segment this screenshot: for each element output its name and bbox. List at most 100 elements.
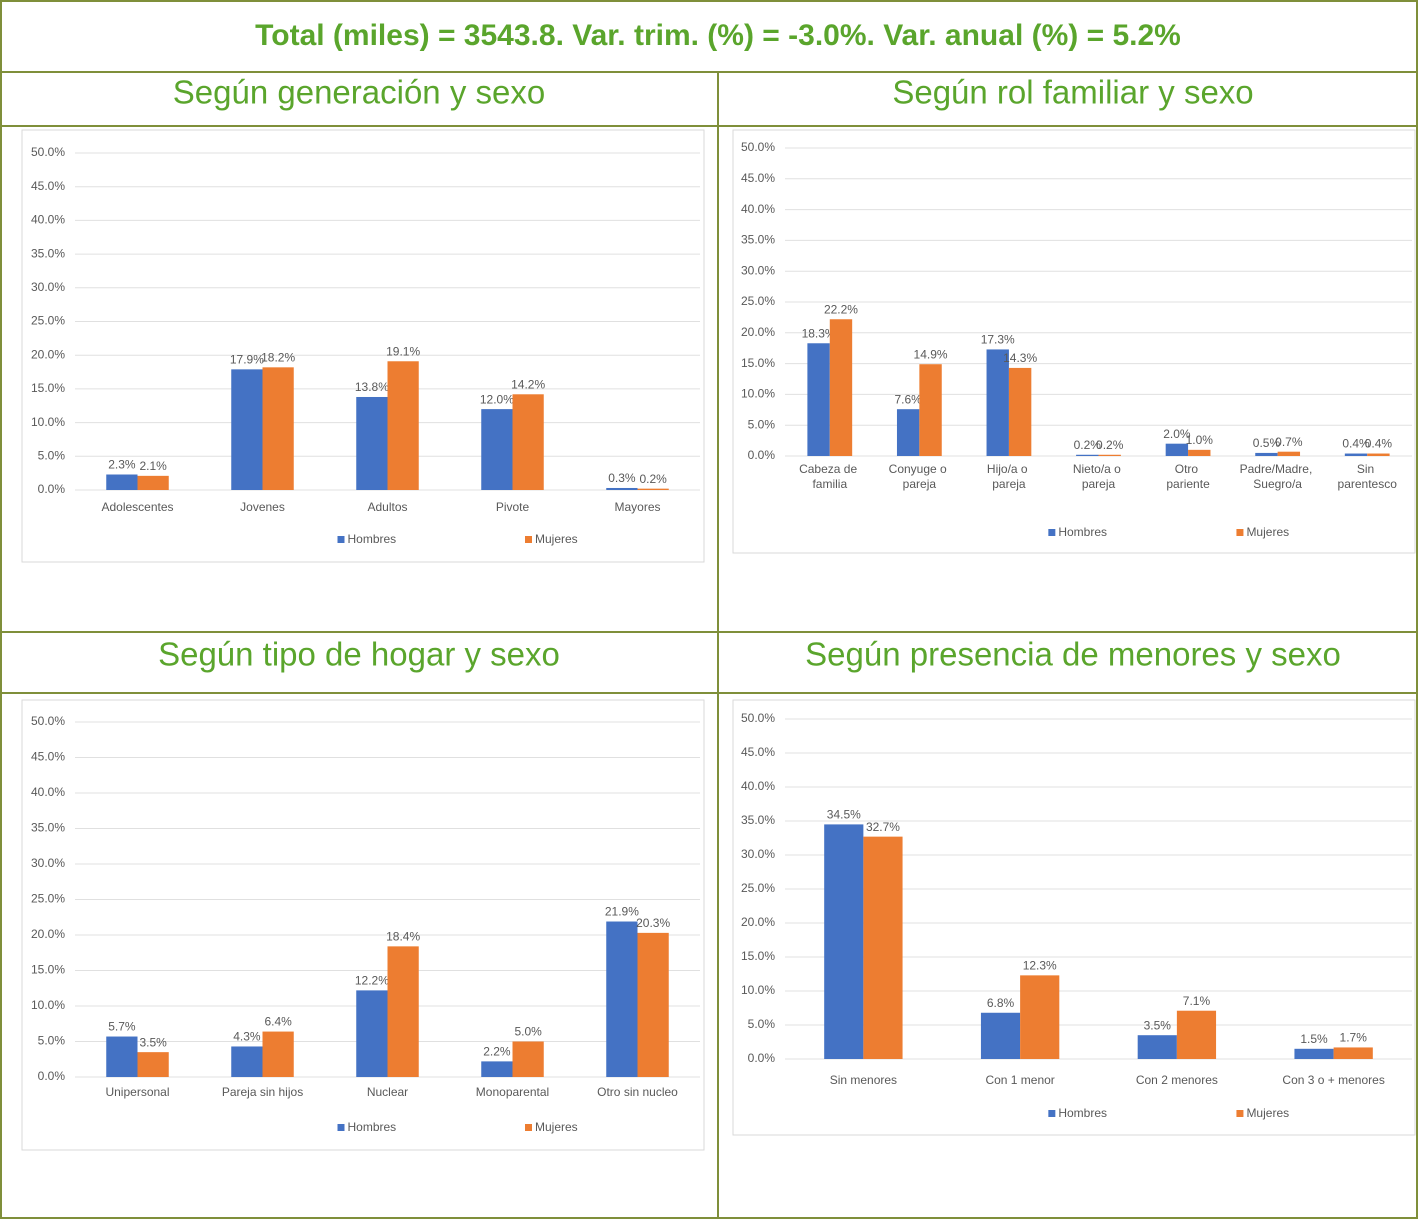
data-label: 2.2% xyxy=(483,1045,511,1059)
y-tick-label: 0.0% xyxy=(38,1069,66,1083)
legend-label: Hombres xyxy=(348,532,397,546)
data-label: 3.5% xyxy=(139,1035,167,1049)
data-label: 1.7% xyxy=(1340,1031,1368,1045)
y-tick-label: 20.0% xyxy=(741,915,775,929)
bar xyxy=(512,1041,544,1077)
x-tick-label: Conyuge o pareja xyxy=(889,462,950,491)
bar xyxy=(481,1061,513,1077)
data-label: 0.3% xyxy=(608,471,636,485)
data-label: 17.3% xyxy=(981,333,1015,347)
x-tick-label: Pareja sin hijos xyxy=(222,1085,303,1099)
legend-swatch xyxy=(1236,529,1244,536)
bar xyxy=(356,990,388,1077)
bar xyxy=(829,319,853,456)
y-tick-label: 5.0% xyxy=(748,1017,776,1031)
bar xyxy=(262,367,294,490)
x-tick-label: Otro pariente xyxy=(1166,462,1210,491)
bar xyxy=(1367,453,1390,456)
data-label: 19.1% xyxy=(386,344,420,358)
data-label: 7.6% xyxy=(894,392,922,406)
y-tick-label: 0.0% xyxy=(748,448,776,462)
x-tick-label: Padre/Madre, Suegro/a xyxy=(1240,462,1316,491)
x-tick-label: Otro sin nucleo xyxy=(597,1085,678,1099)
bar xyxy=(1255,452,1278,456)
data-label: 5.7% xyxy=(108,1020,136,1034)
x-tick-label: Adultos xyxy=(367,500,407,514)
bar xyxy=(986,349,1009,456)
legend-label: Mujeres xyxy=(1246,525,1289,539)
data-label: 1.5% xyxy=(1300,1032,1328,1046)
y-tick-label: 5.0% xyxy=(38,1034,66,1048)
data-label: 3.5% xyxy=(1144,1018,1172,1032)
bar xyxy=(1344,453,1368,456)
x-tick-label: Unipersonal xyxy=(105,1085,169,1099)
data-label: 12.0% xyxy=(480,392,514,406)
y-tick-label: 15.0% xyxy=(741,356,775,370)
data-label: 6.8% xyxy=(987,996,1015,1010)
bar xyxy=(1020,975,1060,1059)
data-label: 0.7% xyxy=(1275,435,1303,449)
bar xyxy=(1188,449,1211,456)
y-tick-label: 50.0% xyxy=(31,145,65,159)
legend-swatch xyxy=(1048,1110,1056,1117)
bar xyxy=(980,1012,1021,1059)
data-label: 0.2% xyxy=(639,472,667,486)
y-tick-label: 20.0% xyxy=(31,927,65,941)
data-label: 18.2% xyxy=(261,351,295,365)
y-tick-label: 5.0% xyxy=(38,448,66,462)
bar xyxy=(137,475,169,490)
y-tick-label: 50.0% xyxy=(741,711,775,725)
x-tick-label: Pivote xyxy=(496,500,530,514)
x-tick-label: Monoparental xyxy=(476,1085,549,1099)
y-tick-label: 30.0% xyxy=(31,856,65,870)
y-tick-label: 30.0% xyxy=(741,847,775,861)
x-tick-label: Sin parentesco xyxy=(1338,462,1398,491)
data-label: 5.0% xyxy=(514,1025,542,1039)
y-tick-label: 15.0% xyxy=(741,949,775,963)
data-label: 18.4% xyxy=(386,930,420,944)
bar xyxy=(824,824,864,1059)
bar xyxy=(387,361,419,490)
y-tick-label: 40.0% xyxy=(31,213,65,227)
y-tick-label: 50.0% xyxy=(31,714,65,728)
y-tick-label: 20.0% xyxy=(741,325,775,339)
legend-label: Hombres xyxy=(1058,1106,1107,1120)
y-tick-label: 10.0% xyxy=(741,387,775,401)
y-tick-label: 20.0% xyxy=(31,347,65,361)
legend-swatch xyxy=(337,1124,345,1131)
bar xyxy=(1294,1048,1334,1059)
data-label: 14.2% xyxy=(511,377,545,391)
bar xyxy=(387,946,419,1077)
y-tick-label: 35.0% xyxy=(741,813,775,827)
bar xyxy=(1076,454,1099,456)
y-tick-label: 25.0% xyxy=(31,892,65,906)
bar xyxy=(356,396,388,490)
y-tick-label: 10.0% xyxy=(741,983,775,997)
data-label: 0.5% xyxy=(1253,436,1281,450)
data-label: 20.3% xyxy=(636,916,670,930)
y-tick-label: 25.0% xyxy=(741,881,775,895)
y-tick-label: 25.0% xyxy=(741,294,775,308)
legend-label: Mujeres xyxy=(1246,1106,1289,1120)
bar xyxy=(481,409,513,490)
y-tick-label: 25.0% xyxy=(31,314,65,328)
bar xyxy=(1176,1010,1217,1059)
bar xyxy=(512,394,544,490)
bar xyxy=(606,487,638,490)
data-label: 18.3% xyxy=(802,326,836,340)
data-label: 0.2% xyxy=(1074,438,1102,452)
data-label: 12.3% xyxy=(1023,959,1057,973)
data-label: 12.2% xyxy=(355,974,389,988)
x-tick-label: Con 1 menor xyxy=(985,1073,1054,1087)
data-label: 1.0% xyxy=(1186,433,1214,447)
x-tick-label: Con 3 o + menores xyxy=(1282,1073,1384,1087)
y-tick-label: 40.0% xyxy=(741,779,775,793)
y-tick-label: 35.0% xyxy=(31,821,65,835)
bar xyxy=(637,932,669,1077)
data-label: 32.7% xyxy=(866,820,900,834)
chart-title: Según rol familiar y sexo xyxy=(892,74,1253,111)
y-tick-label: 15.0% xyxy=(31,381,65,395)
y-tick-label: 45.0% xyxy=(31,179,65,193)
bar xyxy=(1137,1035,1177,1059)
